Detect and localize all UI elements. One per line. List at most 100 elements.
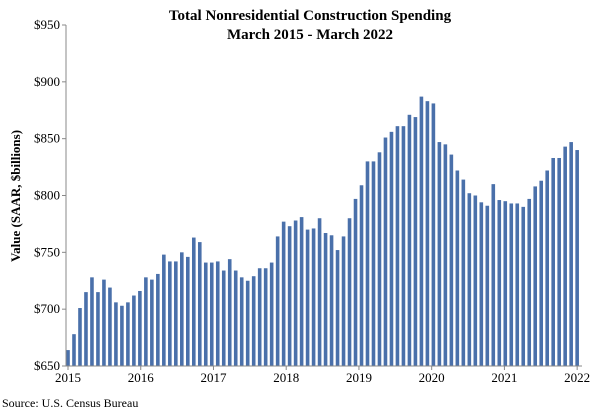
- bar: [90, 277, 94, 366]
- bar: [527, 198, 532, 366]
- source-note: Source: U.S. Census Bureau: [2, 396, 139, 410]
- bar: [443, 144, 448, 366]
- bar: [545, 170, 549, 366]
- bar: [96, 292, 100, 366]
- bar: [138, 290, 142, 366]
- bar: [533, 186, 538, 366]
- bar: [431, 103, 436, 367]
- y-tick-label: $900: [34, 74, 60, 89]
- bar: [563, 146, 567, 366]
- bar: [168, 261, 172, 366]
- bar: [150, 279, 154, 366]
- bar: [323, 233, 328, 366]
- bar: [269, 262, 274, 366]
- bar: [335, 250, 340, 366]
- bar: [509, 203, 514, 366]
- bar: [467, 193, 472, 366]
- bar: [389, 131, 394, 366]
- bar: [473, 195, 478, 366]
- bar: [239, 277, 244, 366]
- bar: [203, 262, 208, 366]
- x-tick-label: 2018: [273, 370, 299, 385]
- bar: [174, 261, 178, 366]
- bar: [503, 201, 508, 366]
- bar: [233, 270, 238, 366]
- bar: [227, 259, 232, 366]
- bar: [311, 228, 316, 366]
- bar: [263, 268, 268, 366]
- bar: [78, 308, 82, 366]
- bar: [305, 229, 310, 366]
- y-tick-label: $650: [34, 358, 60, 373]
- bar: [449, 154, 454, 366]
- bar: [329, 235, 334, 366]
- bar: [353, 198, 358, 366]
- bar: [287, 226, 292, 366]
- bar: [407, 114, 412, 367]
- bar: [497, 200, 502, 366]
- y-tick-label: $850: [34, 131, 60, 146]
- bar: [485, 205, 490, 366]
- bar: [126, 302, 130, 366]
- bar: [120, 305, 124, 366]
- bar: [371, 161, 376, 366]
- bar: [221, 270, 226, 366]
- bar: [299, 217, 304, 366]
- bar: [156, 273, 160, 366]
- bar: [114, 302, 118, 366]
- bar: [347, 218, 352, 366]
- bar: [413, 117, 418, 366]
- x-tick-label: 2017: [200, 370, 227, 385]
- bar: [144, 277, 148, 366]
- bars: [66, 96, 579, 367]
- bar: [162, 254, 166, 366]
- bar: [401, 126, 406, 366]
- bar: [425, 101, 430, 366]
- bar: [317, 218, 322, 366]
- bar: [281, 221, 286, 366]
- bar: [419, 96, 424, 367]
- bar: [251, 276, 256, 366]
- bar: [437, 142, 442, 366]
- bar: [569, 142, 573, 366]
- x-tick-label: 2020: [419, 370, 445, 385]
- bar: [551, 157, 555, 366]
- x-tick-label: 2015: [55, 370, 81, 385]
- bar: [245, 280, 250, 366]
- bar: [395, 126, 400, 366]
- bar: [209, 262, 214, 366]
- y-axis-label: Value (SAAR, $billions): [8, 130, 23, 262]
- chart-title: Total Nonresidential Construction Spendi…: [169, 8, 452, 24]
- bar: [539, 180, 544, 366]
- bar: [72, 334, 76, 366]
- bar: [215, 261, 220, 366]
- bar: [557, 157, 561, 366]
- bar: [66, 350, 70, 366]
- bar: [491, 184, 496, 366]
- bar: [479, 202, 484, 366]
- y-tick-label: $950: [34, 17, 60, 32]
- bar: [257, 268, 262, 366]
- bar: [186, 256, 190, 366]
- axes: $650 $700 $750 $800 $850 $900 $950 2015 2016 2017…: [34, 17, 590, 385]
- bar: [383, 137, 388, 366]
- bar: [575, 150, 579, 366]
- bar: [359, 185, 364, 366]
- bar: [341, 236, 346, 366]
- chart-subtitle: March 2015 - March 2022: [227, 27, 393, 43]
- bar: [515, 203, 520, 366]
- bar: [293, 220, 298, 366]
- y-tick-label: $800: [34, 188, 60, 203]
- bar: [377, 152, 382, 366]
- bar: [197, 242, 202, 366]
- x-tick-label: 2022: [564, 370, 590, 385]
- bar: [132, 295, 136, 366]
- bar: [108, 287, 112, 366]
- bar: [521, 206, 526, 366]
- x-tick-label: 2016: [128, 370, 155, 385]
- bar: [455, 170, 460, 366]
- bar: [102, 279, 106, 366]
- bar: [275, 236, 280, 366]
